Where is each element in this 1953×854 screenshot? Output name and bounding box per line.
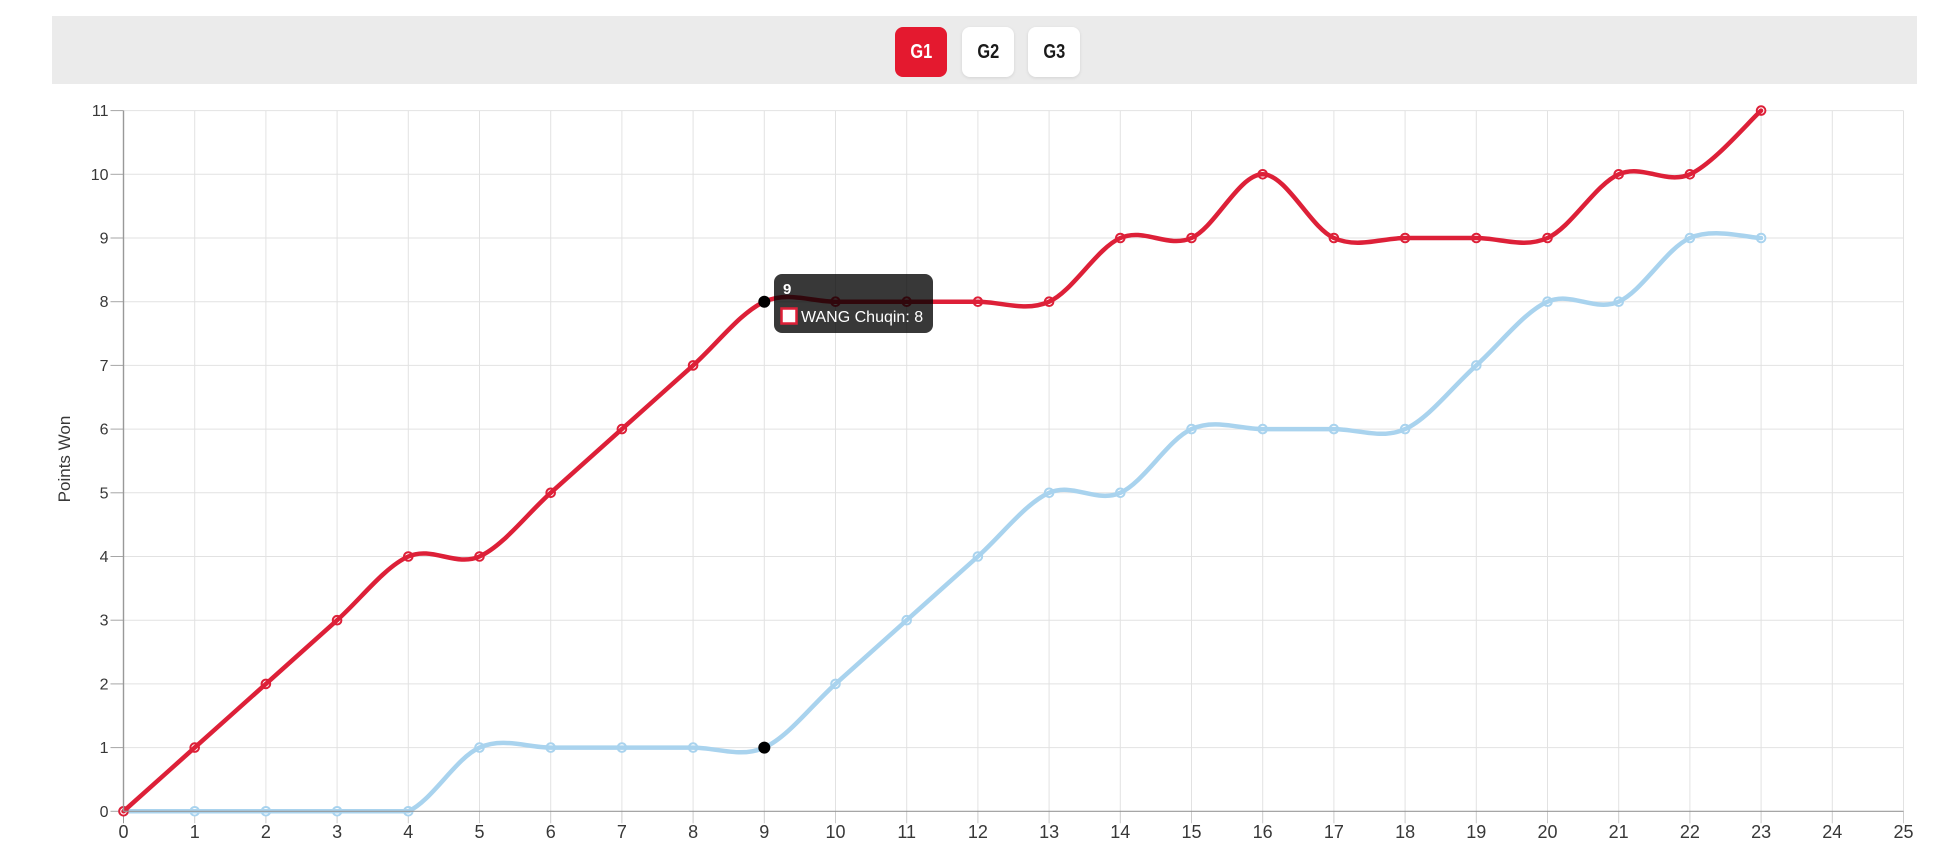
svg-text:9: 9: [100, 231, 109, 248]
svg-text:Points Won: Points Won: [55, 416, 74, 503]
svg-text:5: 5: [100, 485, 109, 502]
svg-text:18: 18: [1395, 822, 1415, 842]
svg-text:24: 24: [1822, 822, 1842, 842]
svg-text:9: 9: [783, 281, 791, 298]
svg-text:3: 3: [100, 613, 109, 630]
svg-text:4: 4: [403, 822, 413, 842]
svg-text:20: 20: [1537, 822, 1557, 842]
svg-text:6: 6: [100, 422, 109, 439]
svg-text:10: 10: [825, 822, 845, 842]
svg-text:WANG Chuqin: 8: WANG Chuqin: 8: [801, 309, 923, 326]
svg-text:22: 22: [1680, 822, 1700, 842]
svg-text:2: 2: [100, 676, 109, 693]
svg-text:21: 21: [1609, 822, 1629, 842]
svg-text:17: 17: [1324, 822, 1344, 842]
svg-text:12: 12: [968, 822, 988, 842]
svg-text:25: 25: [1893, 822, 1913, 842]
svg-text:4: 4: [100, 549, 109, 566]
svg-text:13: 13: [1039, 822, 1059, 842]
svg-text:11: 11: [92, 103, 109, 120]
svg-text:10: 10: [91, 167, 109, 184]
svg-text:0: 0: [118, 822, 128, 842]
svg-text:8: 8: [100, 294, 109, 311]
svg-text:23: 23: [1751, 822, 1771, 842]
svg-text:11: 11: [897, 822, 916, 842]
svg-text:19: 19: [1466, 822, 1486, 842]
svg-text:16: 16: [1253, 822, 1273, 842]
svg-text:7: 7: [617, 822, 627, 842]
svg-text:1: 1: [100, 740, 109, 757]
svg-text:3: 3: [332, 822, 342, 842]
svg-text:6: 6: [546, 822, 556, 842]
svg-text:1: 1: [190, 822, 200, 842]
svg-text:5: 5: [474, 822, 484, 842]
svg-text:0: 0: [100, 804, 109, 821]
svg-text:8: 8: [688, 822, 698, 842]
svg-text:15: 15: [1181, 822, 1201, 842]
svg-text:7: 7: [100, 358, 109, 375]
svg-text:2: 2: [261, 822, 271, 842]
svg-text:9: 9: [759, 822, 769, 842]
svg-text:14: 14: [1110, 822, 1130, 842]
